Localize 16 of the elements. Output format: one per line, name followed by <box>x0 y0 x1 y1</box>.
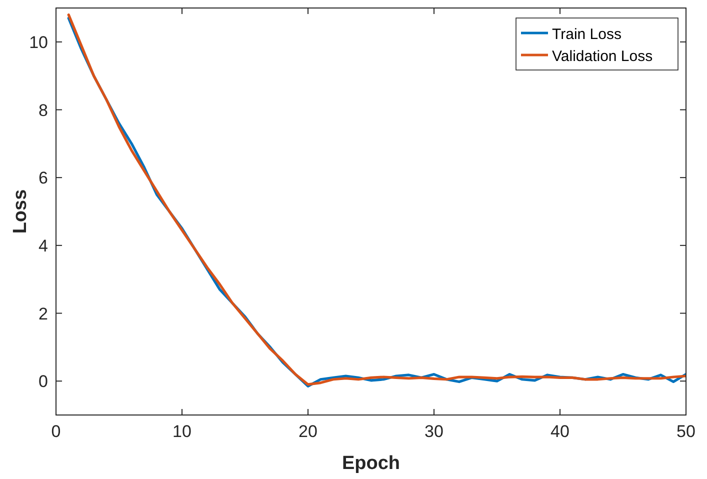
x-tick-label: 20 <box>298 422 318 441</box>
y-tick-label: 2 <box>38 304 48 324</box>
x-axis-title: Epoch <box>342 453 400 474</box>
x-tick-label: 50 <box>676 422 696 441</box>
y-tick-label: 8 <box>38 100 48 120</box>
y-tick-label: 6 <box>38 168 48 188</box>
y-tick-label: 10 <box>29 32 48 52</box>
x-tick-label: 30 <box>424 422 444 441</box>
y-tick-label: 4 <box>38 236 48 256</box>
x-tick-label: 40 <box>550 422 570 441</box>
legend-label: Train Loss <box>552 26 622 43</box>
x-tick-label: 10 <box>172 422 192 441</box>
y-tick-label: 0 <box>38 372 48 392</box>
legend-label: Validation Loss <box>552 48 653 65</box>
x-tick-label: 0 <box>51 422 61 441</box>
y-axis-title: Loss <box>10 189 31 234</box>
